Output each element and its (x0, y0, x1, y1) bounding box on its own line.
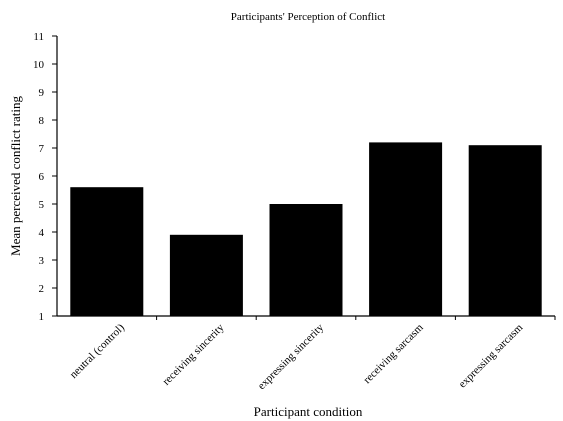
y-tick-label: 8 (39, 115, 45, 127)
y-tick-label: 3 (39, 255, 45, 267)
x-category-label: expressing sincerity (256, 321, 327, 392)
y-tick-label: 7 (39, 143, 45, 155)
x-category-label: receiving sincerity (160, 321, 227, 388)
bar (269, 204, 343, 316)
x-axis-label: Participant condition (254, 404, 363, 419)
bar (369, 142, 443, 316)
y-tick-label: 1 (39, 311, 45, 323)
y-tick-label: 5 (39, 199, 45, 211)
x-axis-ticks: neutral (control) receiving sincerity expr… (68, 316, 556, 392)
bar (70, 187, 144, 316)
y-tick-label: 4 (39, 227, 45, 239)
y-tick-label: 2 (39, 283, 45, 295)
y-tick-label: 10 (33, 59, 45, 71)
y-axis-ticks: 1 2 3 4 5 6 7 8 9 10 11 (33, 31, 57, 323)
chart-title: Participants' Perception of Conflict (231, 11, 385, 23)
y-axis-label: Mean perceived conflict rating (8, 96, 23, 256)
x-category-label: neutral (control) (68, 321, 127, 380)
bars (70, 142, 542, 316)
y-tick-label: 6 (39, 171, 45, 183)
y-tick-label: 9 (39, 87, 45, 99)
x-category-label: receiving sarcasm (361, 321, 426, 386)
y-tick-label: 11 (33, 31, 44, 43)
bar (169, 234, 243, 316)
bar (468, 145, 542, 316)
x-category-label: expressing sarcasm (457, 321, 526, 390)
